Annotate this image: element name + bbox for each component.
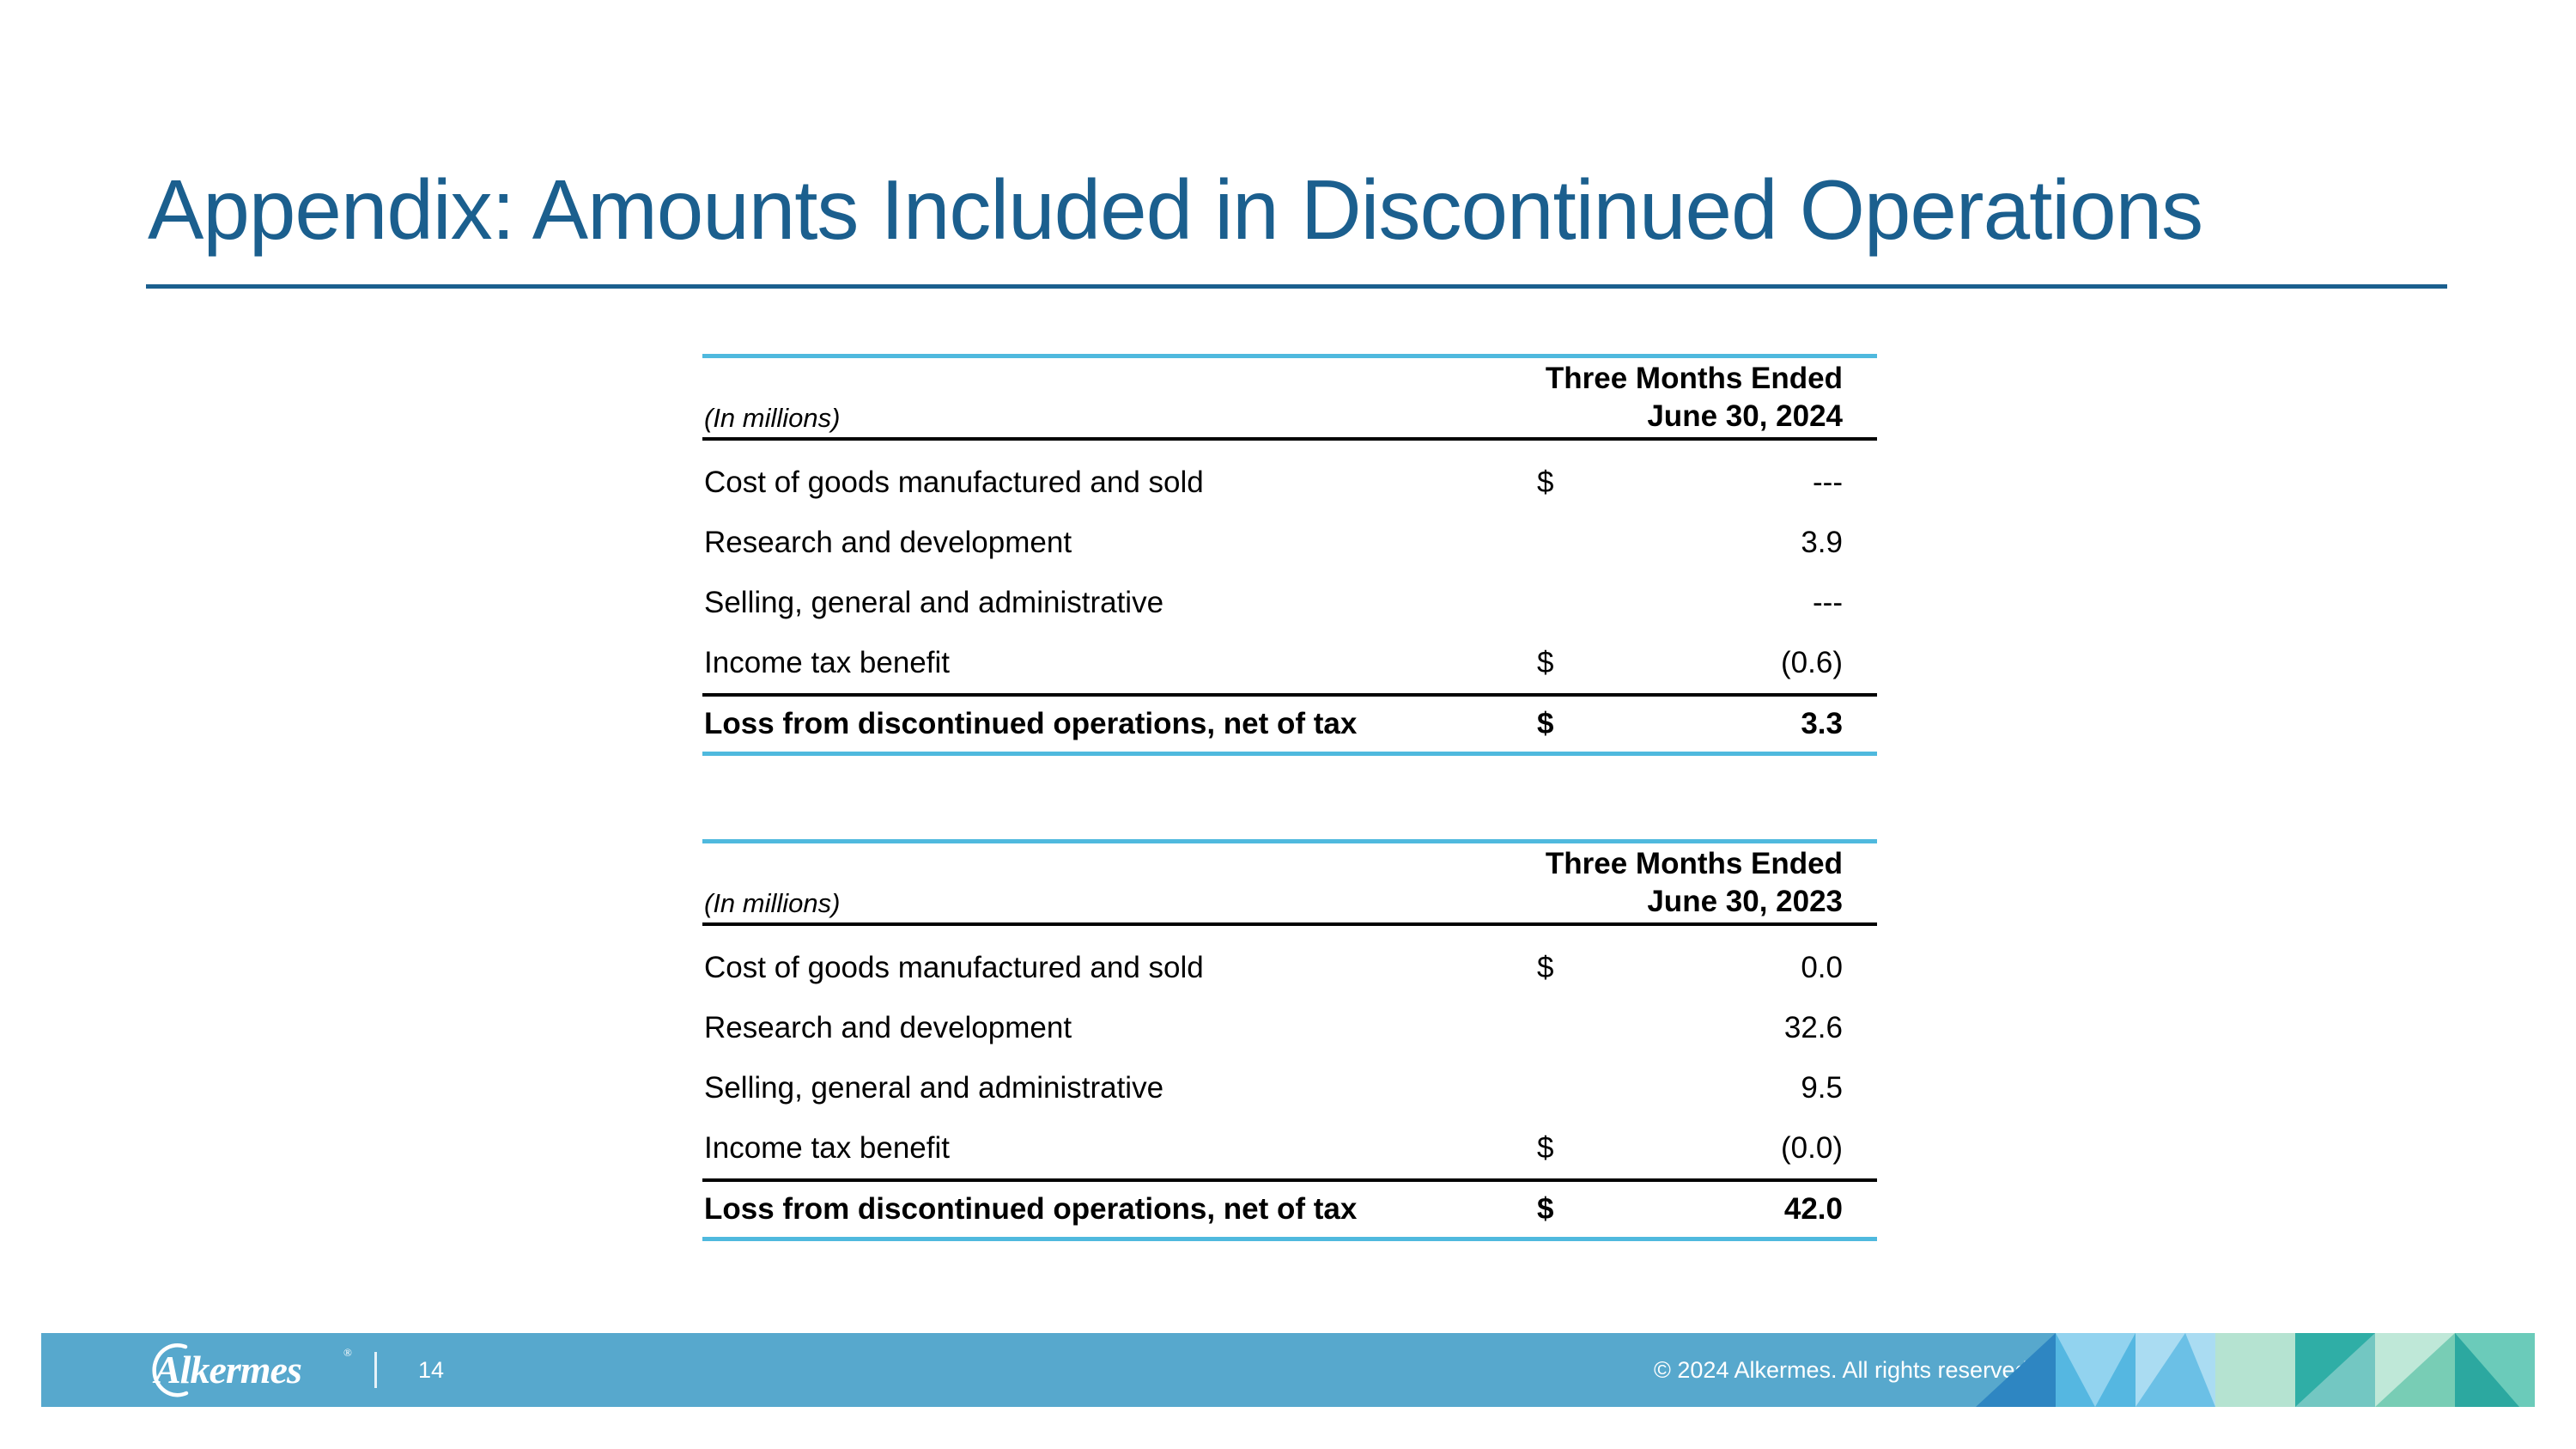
row-label: Cost of goods manufactured and sold	[704, 466, 1204, 499]
currency-symbol: $	[1537, 466, 1554, 499]
row-value: 32.6	[1783, 1011, 1843, 1044]
row-label: Selling, general and administrative	[704, 1071, 1164, 1105]
row-value: ---	[1813, 466, 1843, 499]
registered-mark-icon: ®	[343, 1346, 352, 1359]
table-row: Selling, general and administrative 9.5	[702, 1058, 1877, 1118]
table-2024: (In millions) Three Months Ended June 30…	[702, 354, 1877, 756]
currency-symbol: $	[1537, 646, 1554, 679]
units-label: (In millions)	[704, 403, 841, 433]
row-label: Income tax benefit	[704, 646, 950, 679]
footer-bar: Alkermes ® 14 © 2024 Alkermes. All right…	[41, 1333, 2535, 1407]
period-header: Three Months Ended June 30, 2023	[1546, 845, 1843, 921]
logo-swoosh-icon	[152, 1343, 189, 1397]
table-row: Research and development 32.6	[702, 998, 1877, 1058]
table-row: Cost of goods manufactured and sold $ 0.…	[702, 938, 1877, 998]
table-2023-body: Cost of goods manufactured and sold $ 0.…	[702, 926, 1877, 1178]
copyright-text: © 2024 Alkermes. All rights reserved.	[1654, 1357, 2035, 1383]
units-label: (In millions)	[704, 888, 841, 918]
currency-symbol: $	[1537, 707, 1554, 740]
table-row: Income tax benefit $ (0.6)	[702, 633, 1877, 693]
table-2023-header: (In millions) Three Months Ended June 30…	[702, 839, 1877, 926]
row-label: Research and development	[704, 526, 1072, 559]
row-label: Income tax benefit	[704, 1131, 950, 1165]
total-label: Loss from discontinued operations, net o…	[704, 707, 1358, 740]
table-2024-body: Cost of goods manufactured and sold $ --…	[702, 441, 1877, 693]
total-label: Loss from discontinued operations, net o…	[704, 1192, 1358, 1226]
period-line2: June 30, 2023	[1647, 885, 1843, 918]
period-line2: June 30, 2024	[1647, 399, 1843, 433]
table-2023: (In millions) Three Months Ended June 30…	[702, 839, 1877, 1241]
table-2024-header: (In millions) Three Months Ended June 30…	[702, 354, 1877, 441]
period-line1: Three Months Ended	[1545, 362, 1843, 395]
logo-text: Alkermes	[152, 1348, 301, 1391]
slide-title: Appendix: Amounts Included in Discontinu…	[148, 162, 2203, 257]
page-number: 14	[417, 1357, 445, 1383]
row-label: Research and development	[704, 1011, 1072, 1044]
period-line1: Three Months Ended	[1545, 847, 1843, 880]
table-total-row: Loss from discontinued operations, net o…	[702, 693, 1877, 756]
currency-symbol: $	[1537, 951, 1554, 984]
table-row: Selling, general and administrative ---	[702, 573, 1877, 633]
title-underline	[146, 284, 2447, 289]
footer-triangle-pattern	[1976, 1333, 2535, 1407]
table-total-row: Loss from discontinued operations, net o…	[702, 1178, 1877, 1241]
total-value: 3.3	[1801, 707, 1843, 740]
currency-symbol: $	[1537, 1131, 1554, 1165]
row-value: (0.0)	[1781, 1131, 1843, 1165]
total-value: 42.0	[1783, 1192, 1843, 1226]
row-value: 9.5	[1801, 1071, 1843, 1105]
period-header: Three Months Ended June 30, 2024	[1546, 360, 1843, 435]
row-value: ---	[1813, 586, 1843, 619]
row-value: (0.6)	[1781, 646, 1843, 679]
footer-divider	[374, 1352, 377, 1388]
row-value: 0.0	[1801, 951, 1843, 984]
table-row: Cost of goods manufactured and sold $ --…	[702, 453, 1877, 513]
table-row: Income tax benefit $ (0.0)	[702, 1118, 1877, 1178]
row-label: Cost of goods manufactured and sold	[704, 951, 1204, 984]
row-label: Selling, general and administrative	[704, 586, 1164, 619]
table-row: Research and development 3.9	[702, 513, 1877, 573]
alkermes-logo: Alkermes ®	[152, 1343, 352, 1397]
row-value: 3.9	[1801, 526, 1843, 559]
currency-symbol: $	[1537, 1192, 1554, 1226]
